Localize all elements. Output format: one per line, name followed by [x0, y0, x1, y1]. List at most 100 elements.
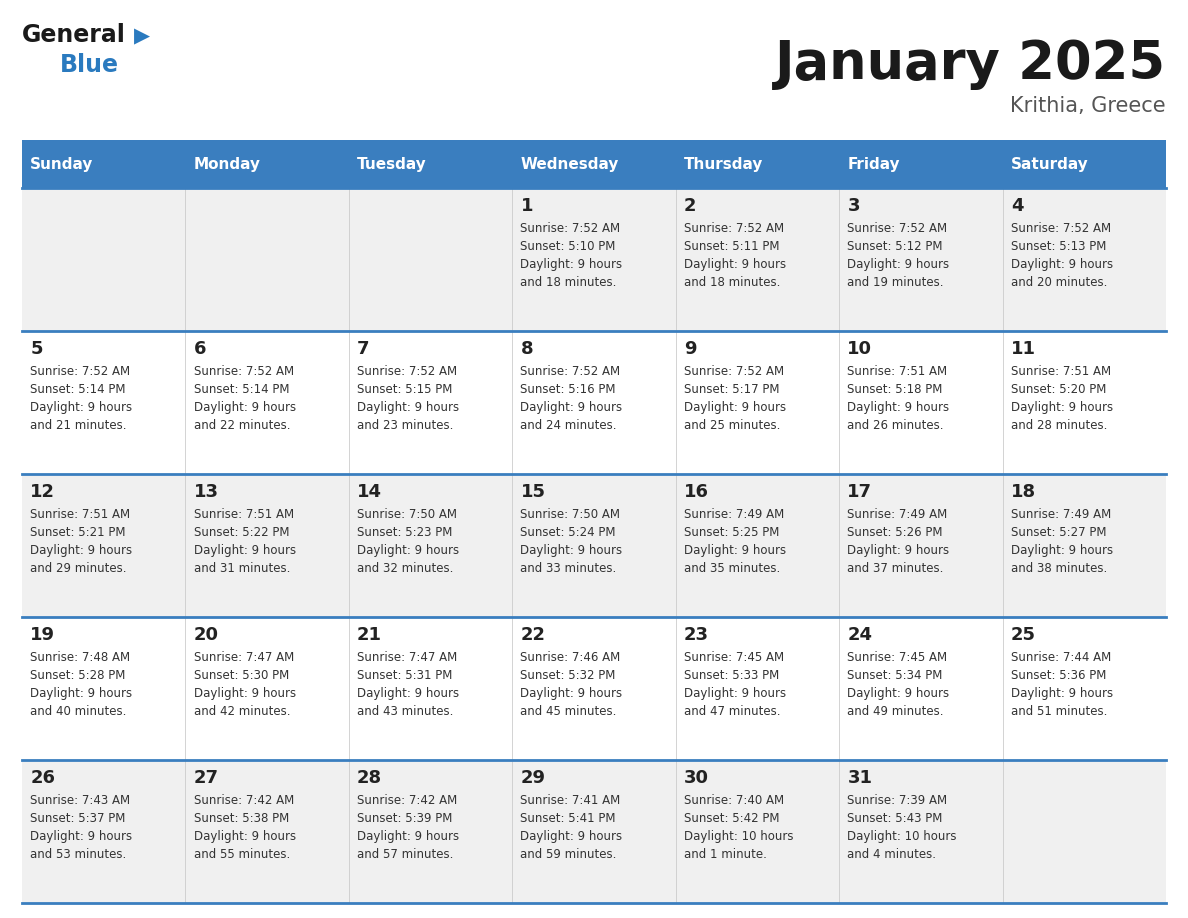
Text: Blue: Blue	[61, 53, 119, 77]
Bar	[839, 331, 1003, 474]
Text: 4: 4	[1011, 197, 1023, 215]
Text: Sunrise: 7:44 AM
Sunset: 5:36 PM
Daylight: 9 hours
and 51 minutes.: Sunrise: 7:44 AM Sunset: 5:36 PM Dayligh…	[1011, 651, 1113, 718]
Text: Sunrise: 7:39 AM
Sunset: 5:43 PM
Daylight: 10 hours
and 4 minutes.: Sunrise: 7:39 AM Sunset: 5:43 PM Dayligh…	[847, 794, 956, 861]
Text: Sunrise: 7:52 AM
Sunset: 5:14 PM
Daylight: 9 hours
and 21 minutes.: Sunrise: 7:52 AM Sunset: 5:14 PM Dayligh…	[30, 365, 132, 432]
Text: 20: 20	[194, 626, 219, 644]
Bar	[185, 617, 349, 760]
Text: Sunrise: 7:41 AM
Sunset: 5:41 PM
Daylight: 9 hours
and 59 minutes.: Sunrise: 7:41 AM Sunset: 5:41 PM Dayligh…	[520, 794, 623, 861]
Text: Thursday: Thursday	[684, 156, 763, 172]
Bar	[349, 760, 512, 903]
Text: 11: 11	[1011, 340, 1036, 358]
Bar	[512, 331, 676, 474]
Text: Sunrise: 7:43 AM
Sunset: 5:37 PM
Daylight: 9 hours
and 53 minutes.: Sunrise: 7:43 AM Sunset: 5:37 PM Dayligh…	[30, 794, 132, 861]
Bar	[349, 331, 512, 474]
Bar	[185, 140, 349, 188]
Bar	[23, 188, 185, 331]
Text: Sunrise: 7:52 AM
Sunset: 5:14 PM
Daylight: 9 hours
and 22 minutes.: Sunrise: 7:52 AM Sunset: 5:14 PM Dayligh…	[194, 365, 296, 432]
Text: Sunrise: 7:52 AM
Sunset: 5:17 PM
Daylight: 9 hours
and 25 minutes.: Sunrise: 7:52 AM Sunset: 5:17 PM Dayligh…	[684, 365, 786, 432]
Text: ▶: ▶	[134, 26, 150, 46]
Text: Monday: Monday	[194, 156, 260, 172]
Text: 9: 9	[684, 340, 696, 358]
Bar	[512, 474, 676, 617]
Bar	[349, 617, 512, 760]
Text: 8: 8	[520, 340, 533, 358]
Text: 25: 25	[1011, 626, 1036, 644]
Text: Sunrise: 7:47 AM
Sunset: 5:30 PM
Daylight: 9 hours
and 42 minutes.: Sunrise: 7:47 AM Sunset: 5:30 PM Dayligh…	[194, 651, 296, 718]
Text: Sunrise: 7:52 AM
Sunset: 5:10 PM
Daylight: 9 hours
and 18 minutes.: Sunrise: 7:52 AM Sunset: 5:10 PM Dayligh…	[520, 222, 623, 289]
Text: Sunrise: 7:42 AM
Sunset: 5:38 PM
Daylight: 9 hours
and 55 minutes.: Sunrise: 7:42 AM Sunset: 5:38 PM Dayligh…	[194, 794, 296, 861]
Text: Sunrise: 7:52 AM
Sunset: 5:11 PM
Daylight: 9 hours
and 18 minutes.: Sunrise: 7:52 AM Sunset: 5:11 PM Dayligh…	[684, 222, 786, 289]
Text: 21: 21	[358, 626, 383, 644]
Text: Sunrise: 7:52 AM
Sunset: 5:13 PM
Daylight: 9 hours
and 20 minutes.: Sunrise: 7:52 AM Sunset: 5:13 PM Dayligh…	[1011, 222, 1113, 289]
Bar	[1003, 474, 1165, 617]
Bar	[23, 140, 185, 188]
Text: 23: 23	[684, 626, 709, 644]
Bar	[185, 760, 349, 903]
Text: 1: 1	[520, 197, 533, 215]
Text: Sunrise: 7:50 AM
Sunset: 5:24 PM
Daylight: 9 hours
and 33 minutes.: Sunrise: 7:50 AM Sunset: 5:24 PM Dayligh…	[520, 508, 623, 575]
Bar	[1003, 331, 1165, 474]
Text: 22: 22	[520, 626, 545, 644]
Text: 27: 27	[194, 769, 219, 787]
Text: 2: 2	[684, 197, 696, 215]
Bar	[676, 140, 839, 188]
Text: 24: 24	[847, 626, 872, 644]
Bar	[349, 474, 512, 617]
Text: 3: 3	[847, 197, 860, 215]
Bar	[512, 617, 676, 760]
Text: Sunrise: 7:51 AM
Sunset: 5:18 PM
Daylight: 9 hours
and 26 minutes.: Sunrise: 7:51 AM Sunset: 5:18 PM Dayligh…	[847, 365, 949, 432]
Bar	[23, 474, 185, 617]
Bar	[185, 188, 349, 331]
Text: Sunrise: 7:40 AM
Sunset: 5:42 PM
Daylight: 10 hours
and 1 minute.: Sunrise: 7:40 AM Sunset: 5:42 PM Dayligh…	[684, 794, 794, 861]
Text: Sunrise: 7:46 AM
Sunset: 5:32 PM
Daylight: 9 hours
and 45 minutes.: Sunrise: 7:46 AM Sunset: 5:32 PM Dayligh…	[520, 651, 623, 718]
Text: Sunrise: 7:51 AM
Sunset: 5:20 PM
Daylight: 9 hours
and 28 minutes.: Sunrise: 7:51 AM Sunset: 5:20 PM Dayligh…	[1011, 365, 1113, 432]
Bar	[839, 617, 1003, 760]
Bar	[185, 474, 349, 617]
Text: 16: 16	[684, 483, 709, 501]
Bar	[185, 331, 349, 474]
Text: Sunrise: 7:50 AM
Sunset: 5:23 PM
Daylight: 9 hours
and 32 minutes.: Sunrise: 7:50 AM Sunset: 5:23 PM Dayligh…	[358, 508, 459, 575]
Text: 30: 30	[684, 769, 709, 787]
Bar	[1003, 760, 1165, 903]
Text: 17: 17	[847, 483, 872, 501]
Text: Sunrise: 7:49 AM
Sunset: 5:27 PM
Daylight: 9 hours
and 38 minutes.: Sunrise: 7:49 AM Sunset: 5:27 PM Dayligh…	[1011, 508, 1113, 575]
Bar	[512, 140, 676, 188]
Text: January 2025: January 2025	[775, 38, 1165, 90]
Text: Sunrise: 7:48 AM
Sunset: 5:28 PM
Daylight: 9 hours
and 40 minutes.: Sunrise: 7:48 AM Sunset: 5:28 PM Dayligh…	[30, 651, 132, 718]
Text: 12: 12	[30, 483, 55, 501]
Bar	[23, 760, 185, 903]
Text: Sunrise: 7:49 AM
Sunset: 5:25 PM
Daylight: 9 hours
and 35 minutes.: Sunrise: 7:49 AM Sunset: 5:25 PM Dayligh…	[684, 508, 786, 575]
Text: 5: 5	[30, 340, 43, 358]
Text: Sunday: Sunday	[30, 156, 94, 172]
Text: 13: 13	[194, 483, 219, 501]
Text: Sunrise: 7:51 AM
Sunset: 5:21 PM
Daylight: 9 hours
and 29 minutes.: Sunrise: 7:51 AM Sunset: 5:21 PM Dayligh…	[30, 508, 132, 575]
Text: Sunrise: 7:52 AM
Sunset: 5:16 PM
Daylight: 9 hours
and 24 minutes.: Sunrise: 7:52 AM Sunset: 5:16 PM Dayligh…	[520, 365, 623, 432]
Text: Sunrise: 7:42 AM
Sunset: 5:39 PM
Daylight: 9 hours
and 57 minutes.: Sunrise: 7:42 AM Sunset: 5:39 PM Dayligh…	[358, 794, 459, 861]
Bar	[1003, 617, 1165, 760]
Text: 6: 6	[194, 340, 206, 358]
Text: General: General	[23, 23, 126, 47]
Text: 19: 19	[30, 626, 55, 644]
Bar	[349, 140, 512, 188]
Text: Tuesday: Tuesday	[358, 156, 426, 172]
Text: Krithia, Greece: Krithia, Greece	[1010, 96, 1165, 116]
Text: 10: 10	[847, 340, 872, 358]
Text: Sunrise: 7:52 AM
Sunset: 5:12 PM
Daylight: 9 hours
and 19 minutes.: Sunrise: 7:52 AM Sunset: 5:12 PM Dayligh…	[847, 222, 949, 289]
Bar	[839, 140, 1003, 188]
Bar	[676, 617, 839, 760]
Text: Sunrise: 7:49 AM
Sunset: 5:26 PM
Daylight: 9 hours
and 37 minutes.: Sunrise: 7:49 AM Sunset: 5:26 PM Dayligh…	[847, 508, 949, 575]
Text: 18: 18	[1011, 483, 1036, 501]
Bar	[349, 188, 512, 331]
Bar	[839, 474, 1003, 617]
Text: Wednesday: Wednesday	[520, 156, 619, 172]
Bar	[676, 760, 839, 903]
Text: Sunrise: 7:51 AM
Sunset: 5:22 PM
Daylight: 9 hours
and 31 minutes.: Sunrise: 7:51 AM Sunset: 5:22 PM Dayligh…	[194, 508, 296, 575]
Text: 31: 31	[847, 769, 872, 787]
Text: Sunrise: 7:52 AM
Sunset: 5:15 PM
Daylight: 9 hours
and 23 minutes.: Sunrise: 7:52 AM Sunset: 5:15 PM Dayligh…	[358, 365, 459, 432]
Text: Sunrise: 7:45 AM
Sunset: 5:33 PM
Daylight: 9 hours
and 47 minutes.: Sunrise: 7:45 AM Sunset: 5:33 PM Dayligh…	[684, 651, 786, 718]
Bar	[839, 188, 1003, 331]
Bar	[1003, 140, 1165, 188]
Bar	[839, 760, 1003, 903]
Text: Friday: Friday	[847, 156, 901, 172]
Bar	[676, 474, 839, 617]
